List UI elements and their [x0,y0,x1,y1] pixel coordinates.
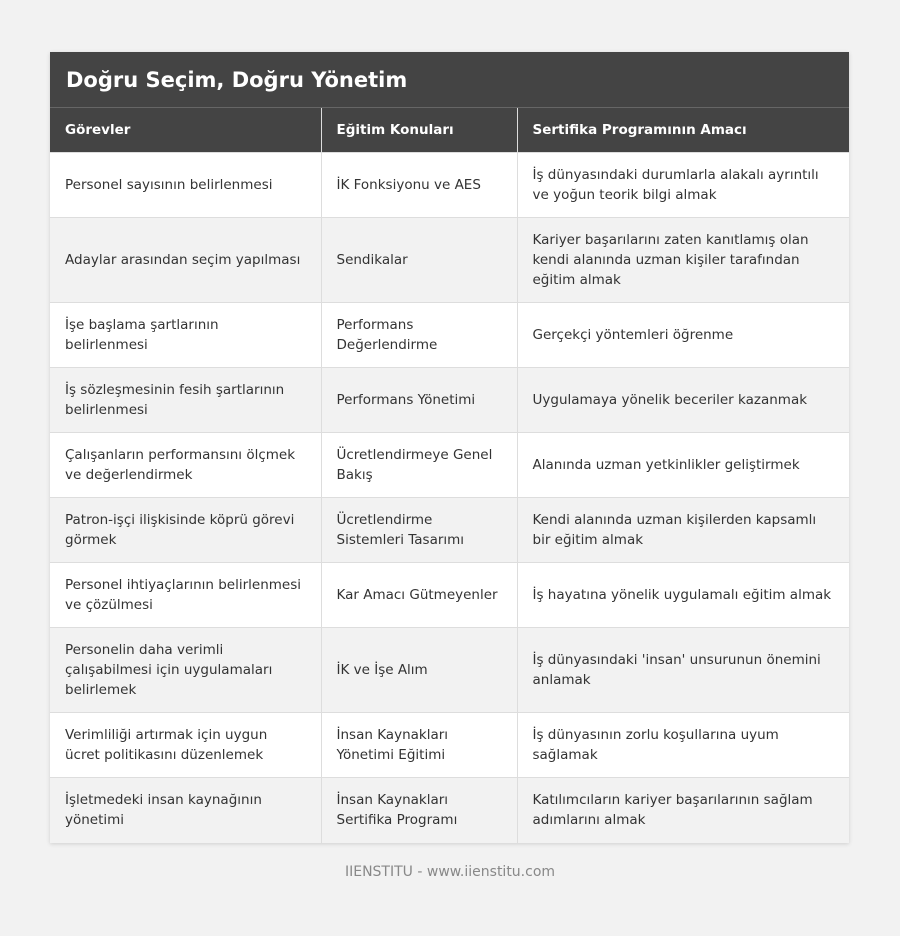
table-row: İş sözleşmesinin fesih şartlarının belir… [50,367,849,433]
table-cell: İnsan Kaynakları Sertifika Programı [320,777,517,843]
table-cell: Personel ihtiyaçlarının belirlenmesi ve … [50,562,321,628]
table-cell: İşletmedeki insan kaynağının yönetimi [50,777,321,843]
column-header: Eğitim Konuları [320,108,517,153]
table-cell: Kariyer başarılarını zaten kanıtlamış ol… [516,217,849,303]
table-cell: İK ve İşe Alım [320,627,517,713]
table-row: Adaylar arasından seçim yapılması Sendika… [50,217,849,303]
table-cell: Uygulamaya yönelik beceriler kazanmak [516,367,849,433]
column-header: Sertifika Programının Amacı [516,108,849,153]
table-cell: Personel sayısının belirlenmesi [50,152,321,218]
table-cell: Katılımcıların kariyer başarılarının sağ… [516,777,849,843]
table-cell: İK Fonksiyonu ve AES [320,152,517,218]
table-cell: Çalışanların performansını ölçmek ve değ… [50,432,321,498]
table-cell: İş hayatına yönelik uygulamalı eğitim al… [516,562,849,628]
table-row: Verimliliği artırmak için uygun ücret po… [50,712,849,778]
table-row: Personel ihtiyaçlarının belirlenmesi ve … [50,562,849,628]
table-row: Patron-işçi ilişkisinde köprü görevi gör… [50,497,849,563]
table-cell: Ücretlendirme Sistemleri Tasarımı [320,497,517,563]
table-row: Personel sayısının belirlenmesi İK Fonksi… [50,152,849,218]
table-row: Çalışanların performansını ölçmek ve değ… [50,432,849,498]
table-cell: İşe başlama şartlarının belirlenmesi [50,302,321,368]
column-header: Görevler [50,108,321,153]
table-cell: Adaylar arasından seçim yapılması [50,217,321,303]
table-cell: İş sözleşmesinin fesih şartlarının belir… [50,367,321,433]
table-cell: Patron-işçi ilişkisinde köprü görevi gör… [50,497,321,563]
table-cell: İş dünyasındaki durumlarla alakalı ayrın… [516,152,849,218]
table-row: İşletmedeki insan kaynağının yönetimi İns… [50,777,849,843]
table-cell: Kendi alanında uzman kişilerden kapsamlı… [516,497,849,563]
table-title: Doğru Seçim, Doğru Yönetim [50,52,849,108]
table-row: Personelin daha verimli çalışabilmesi iç… [50,627,849,713]
table-cell: Alanında uzman yetkinlikler geliştirmek [516,432,849,498]
table-cell: Ücretlendirmeye Genel Bakış [320,432,517,498]
table-cell: İnsan Kaynakları Yönetimi Eğitimi [320,712,517,778]
table-cell: Sendikalar [320,217,517,303]
data-table: Görevler Eğitim Konuları Sertifika Progr… [50,108,849,843]
table-cell: Performans Değerlendirme [320,302,517,368]
header-row: Görevler Eğitim Konuları Sertifika Progr… [50,108,849,153]
table-cell: Performans Yönetimi [320,367,517,433]
footer-credit: IIENSTITU - www.iienstitu.com [344,864,556,880]
table-cell: Kar Amacı Gütmeyenler [320,562,517,628]
table-cell: Personelin daha verimli çalışabilmesi iç… [50,627,321,713]
table-cell: İş dünyasının zorlu koşullarına uyum sağ… [516,712,849,778]
table-cell: Gerçekçi yöntemleri öğrenme [516,302,849,368]
table-cell: İş dünyasındaki 'insan' unsurunun önemin… [516,627,849,713]
table-row: İşe başlama şartlarının belirlenmesi Perf… [50,302,849,368]
table-container: Doğru Seçim, Doğru Yönetim Görevler Eğit… [50,52,849,843]
table-cell: Verimliliği artırmak için uygun ücret po… [50,712,321,778]
